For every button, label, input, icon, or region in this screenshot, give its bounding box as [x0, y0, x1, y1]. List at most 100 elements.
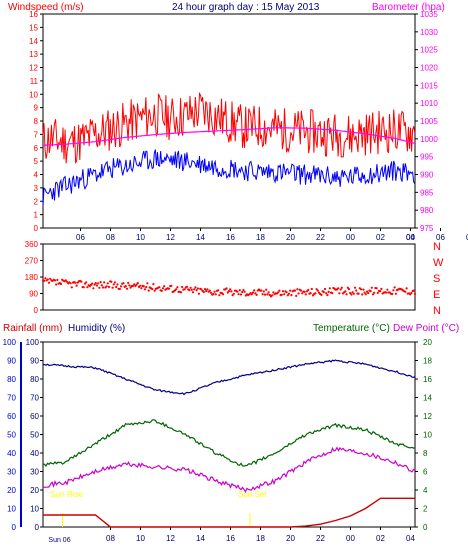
winddir-point	[143, 288, 147, 291]
winddir-point	[65, 280, 69, 283]
p3-x-tick-label: 08	[106, 534, 115, 543]
winddir-point	[351, 291, 354, 294]
winddir-point	[391, 292, 394, 296]
windspeed-tick-label: 1	[34, 211, 39, 220]
temperature-label: Temperature (°C)	[313, 323, 390, 334]
winddir-point	[266, 293, 269, 296]
humidity-label: Humidity (%)	[68, 323, 125, 334]
winddir-point	[254, 292, 257, 295]
rainfall-series-line	[43, 497, 415, 528]
windspeed-tick-label: 15	[29, 23, 38, 32]
winddir-point	[86, 286, 89, 289]
p1-x-tick-label: 16	[226, 233, 235, 242]
windspeed-tick-label: 14	[29, 37, 38, 46]
p3-x-tick-label: 00	[346, 534, 355, 543]
winddir-point	[139, 284, 142, 287]
winddir-point	[209, 291, 213, 294]
winddir-point	[359, 288, 363, 291]
windspeed-tick-label: 3	[34, 184, 39, 193]
winddir-point	[232, 292, 235, 295]
winddir-point	[206, 288, 209, 291]
winddir-point	[412, 289, 415, 292]
windspeed-tick-label: 8	[34, 117, 39, 126]
winddir-point	[133, 283, 136, 286]
p3-x-tick-label: 16	[226, 534, 235, 543]
temperature-tick-label: 6	[423, 468, 428, 477]
compass-letter: N	[433, 241, 441, 253]
winddir-point	[364, 293, 367, 296]
p1-x-tick-label: 22	[316, 233, 325, 242]
winddir-point	[289, 289, 292, 292]
winddir-point	[128, 284, 131, 287]
p3-x-tick-label: 02	[376, 534, 385, 543]
winddir-point	[281, 290, 285, 293]
barometer-series-line	[42, 127, 416, 146]
temperature-tick-label: 2	[423, 505, 428, 514]
winddir-point	[293, 289, 297, 292]
p1-x-tick-label: 12	[166, 233, 175, 242]
p1-x-tick-label: 08	[106, 233, 115, 242]
winddir-point	[238, 289, 241, 292]
winddir-point	[158, 286, 161, 289]
barometer-tick-label: 990	[420, 171, 434, 180]
winddir-point	[322, 291, 325, 294]
rainfall-tick-label: 70	[7, 394, 16, 403]
winddir-point	[129, 286, 132, 289]
p1-x-tick-label: 20	[286, 233, 295, 242]
p1-x-tick-label: 00	[346, 233, 355, 242]
p3-x-start-label: Sun 06	[48, 537, 70, 544]
winddir-point	[107, 285, 111, 288]
winddir-point	[253, 289, 256, 292]
winddir-point	[301, 292, 304, 295]
winddir-point	[92, 287, 95, 290]
winddir-point	[135, 283, 138, 286]
p1-x-tick-label: 02	[376, 233, 385, 242]
winddir-point	[208, 289, 211, 292]
barometer-tick-label: 1015	[420, 81, 438, 90]
winddir-point	[304, 293, 307, 296]
rainfall-label: Rainfall (mm)	[3, 323, 62, 334]
winddir-point	[212, 292, 215, 296]
winddir-point	[339, 288, 342, 291]
temperature-tick-label: 0	[423, 523, 428, 532]
winddir-point	[349, 291, 352, 295]
winddir-point	[105, 285, 108, 288]
winddir-point	[218, 294, 221, 297]
winddir-point	[373, 291, 376, 294]
p1-x-tick-label: 04	[406, 233, 415, 242]
windspeed-tick-label: 13	[29, 50, 38, 59]
chart-title: 24 hour graph day : 15 May 2013	[172, 2, 320, 13]
p3-x-tick-label: 20	[286, 534, 295, 543]
p3-x-tick-label: 22	[316, 534, 325, 543]
winddir-point	[290, 294, 293, 297]
winddir-point	[147, 289, 150, 292]
winddir-point	[217, 289, 220, 292]
rainfall-tick-label: 20	[7, 486, 16, 495]
winddir-point	[230, 290, 233, 293]
winddir-point	[69, 282, 72, 285]
winddir-point	[118, 287, 121, 291]
winddir-point	[176, 286, 179, 289]
winddir-point	[307, 288, 310, 292]
winddir-point	[272, 291, 275, 294]
winddir-point	[352, 292, 355, 295]
winddir-point	[296, 288, 299, 291]
winddir-point	[100, 284, 103, 287]
barometer-tick-label: 995	[420, 153, 434, 162]
winddir-point	[353, 286, 357, 289]
winddir-point	[161, 287, 165, 290]
winddir-point	[95, 284, 99, 287]
winddir-point	[124, 285, 127, 288]
winddir-point	[363, 291, 366, 294]
rainfall-tick-label: 30	[7, 468, 16, 477]
winddir-point	[236, 290, 239, 293]
humidity-tick-label: 80	[30, 375, 39, 384]
humidity-tick-label: 40	[30, 449, 39, 458]
humidity-tick-label: 50	[30, 431, 39, 440]
winddir-point	[131, 284, 135, 287]
winddir-point	[314, 292, 317, 295]
winddir-point	[283, 293, 286, 296]
winddir-point	[145, 286, 148, 289]
